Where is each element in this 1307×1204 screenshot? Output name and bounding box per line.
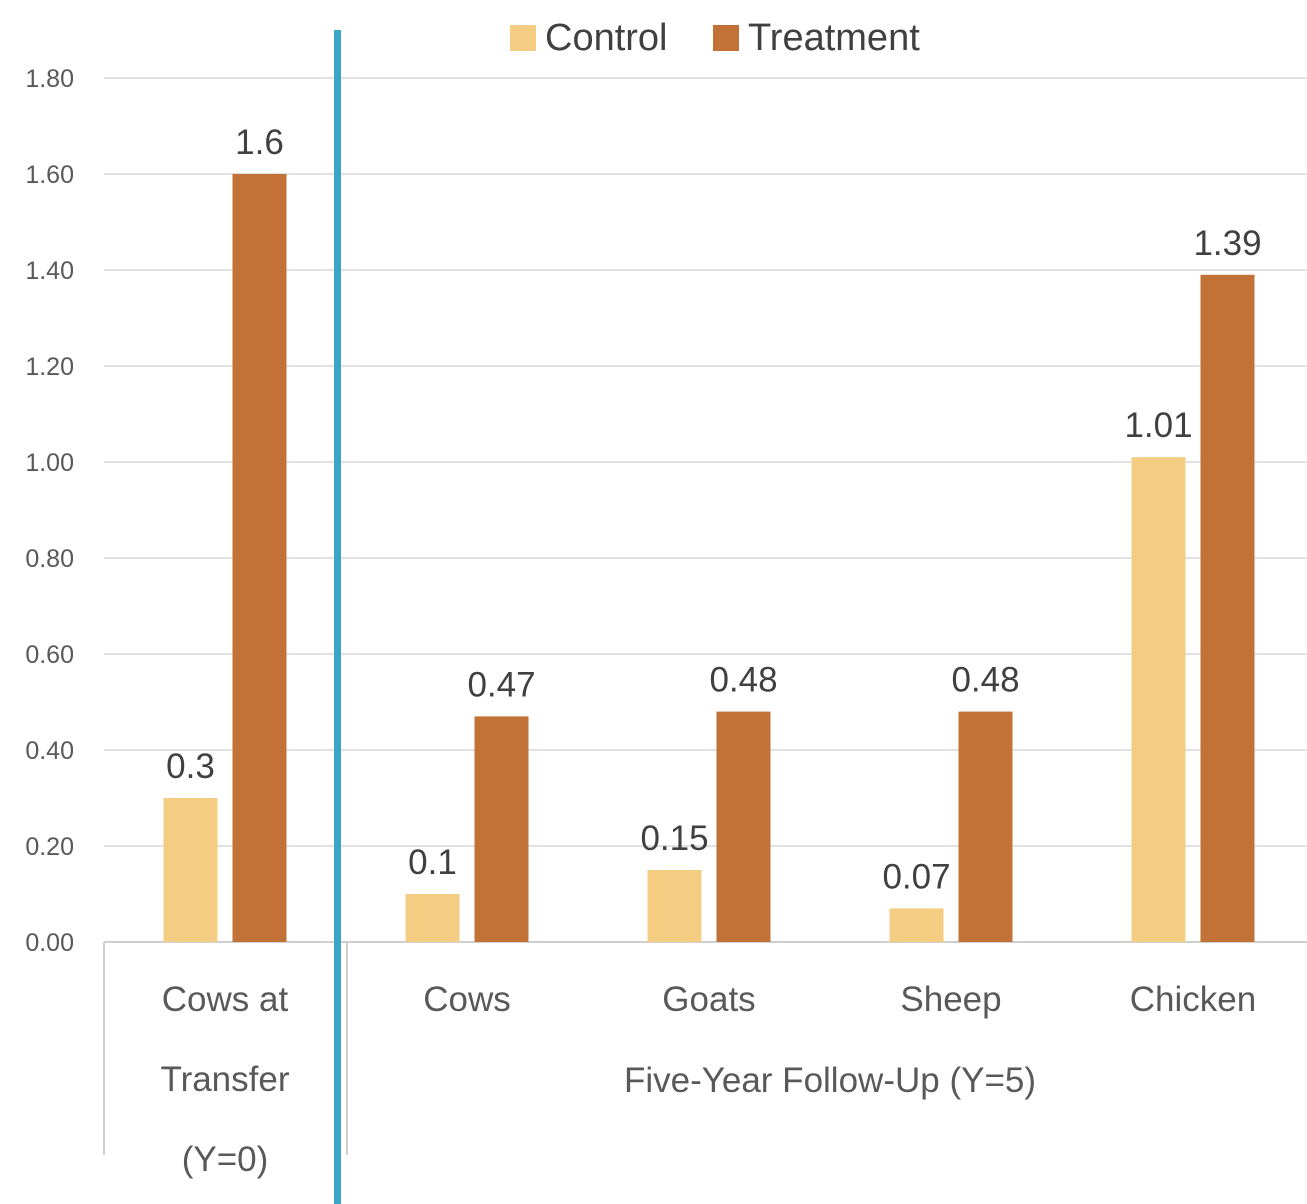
y-tick-label: 1.40 (25, 257, 74, 285)
legend-swatch-control (510, 25, 536, 51)
x-category-label: Cows (423, 980, 511, 1019)
x-category-label: (Y=0) (182, 1140, 269, 1179)
y-tick-label: 1.00 (25, 449, 74, 477)
x-category-label: Transfer (160, 1060, 289, 1099)
bar-control (406, 894, 460, 942)
bar-treatment (717, 712, 771, 942)
data-label: 0.48 (709, 661, 777, 700)
legend-label: Treatment (748, 17, 920, 59)
bar-control (890, 908, 944, 942)
bar-treatment (475, 716, 529, 942)
x-category-label: Chicken (1130, 980, 1256, 1019)
bar-treatment (959, 712, 1013, 942)
x-category-label: Goats (662, 980, 755, 1019)
data-label: 1.39 (1193, 224, 1261, 263)
data-label: 0.15 (640, 819, 708, 858)
bar-control (164, 798, 218, 942)
data-label: 0.07 (882, 857, 950, 896)
data-label: 1.01 (1124, 406, 1192, 445)
period-divider-line (334, 30, 341, 1204)
x-category-label: Sheep (900, 980, 1001, 1019)
legend-swatch-treatment (713, 25, 739, 51)
group-label: Five-Year Follow-Up (Y=5) (624, 1061, 1036, 1100)
y-tick-label: 1.60 (25, 161, 74, 189)
bar-control (1132, 457, 1186, 942)
y-tick-label: 0.40 (25, 737, 74, 765)
bar-control (648, 870, 702, 942)
bar-treatment (233, 174, 287, 942)
data-label: 0.1 (408, 843, 457, 882)
y-tick-label: 1.20 (25, 353, 74, 381)
y-tick-label: 1.80 (25, 65, 74, 93)
data-label: 0.3 (166, 747, 215, 786)
y-tick-label: 0.00 (25, 929, 74, 957)
y-tick-label: 0.20 (25, 833, 74, 861)
legend-label: Control (545, 17, 668, 59)
y-tick-label: 0.60 (25, 641, 74, 669)
y-tick-label: 0.80 (25, 545, 74, 573)
x-category-label: Cows at (162, 980, 289, 1019)
data-label: 1.6 (235, 123, 284, 162)
bar-treatment (1201, 275, 1255, 942)
data-label: 0.47 (467, 665, 535, 704)
data-label: 0.48 (951, 661, 1019, 700)
